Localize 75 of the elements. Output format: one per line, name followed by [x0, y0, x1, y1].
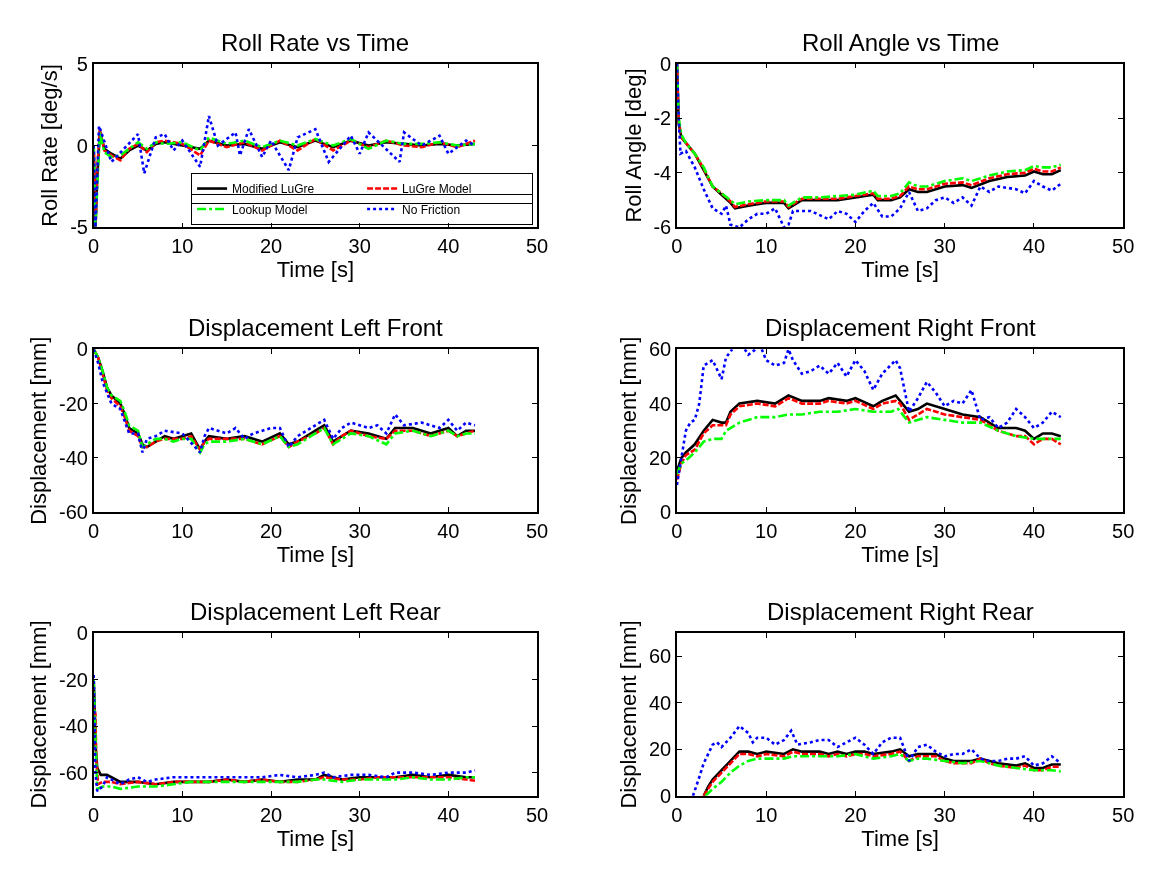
x-tick-label: 30 [933, 235, 956, 258]
y-axis-title: Displacement [mm] [616, 620, 642, 809]
y-axis-title: Roll Angle [deg] [620, 68, 646, 223]
x-tick-label: 30 [933, 519, 956, 542]
chart-title: Displacement Right Front [765, 314, 1037, 341]
x-tick-label: 30 [348, 235, 371, 258]
x-tick-label: 20 [259, 235, 283, 258]
y-tick-label: 20 [648, 738, 672, 761]
x-tick-label: 20 [844, 803, 867, 826]
y-tick-label: -5 [70, 216, 88, 239]
x-tick-label: 20 [259, 803, 283, 826]
y-tick-label: 60 [648, 338, 672, 361]
x-tick-label: 10 [171, 235, 194, 258]
y-tick-label: -2 [653, 107, 672, 130]
y-tick-label: 60 [648, 645, 672, 668]
x-tick-label: 40 [437, 235, 460, 258]
chart-title: Displacement Left Front [188, 314, 444, 341]
x-tick-label: 40 [1022, 519, 1046, 542]
x-tick-label: 20 [844, 519, 867, 542]
y-tick-label: -40 [59, 715, 88, 738]
x-tick-label: 10 [755, 519, 778, 542]
y-tick-label: -6 [653, 216, 672, 239]
y-tick-label: -20 [59, 392, 88, 415]
chart-title: Displacement Right Rear [767, 598, 1034, 625]
x-tick-label: 20 [259, 519, 283, 542]
x-axis-title: Time [s] [861, 257, 939, 283]
y-axis-title: Displacement [mm] [616, 336, 642, 525]
x-tick-label: 30 [348, 803, 371, 826]
y-tick-label: -20 [59, 668, 88, 691]
y-tick-label: 0 [76, 338, 88, 361]
y-tick-label: 0 [660, 784, 672, 807]
x-tick-label: 40 [1022, 235, 1046, 258]
x-tick-label: 50 [1112, 803, 1135, 826]
x-tick-label: 20 [844, 235, 867, 258]
legend-label: Modified LuGre [232, 182, 315, 197]
y-axis-title: Displacement [mm] [26, 620, 52, 809]
y-tick-label: 40 [648, 392, 672, 415]
legend-label: Lookup Model [232, 202, 308, 217]
x-tick-label: 10 [755, 235, 778, 258]
x-tick-label: 50 [1112, 235, 1135, 258]
y-axis-title: Displacement [mm] [26, 336, 52, 525]
chart-title: Roll Angle vs Time [802, 29, 1000, 56]
x-tick-label: 10 [171, 519, 194, 542]
x-tick-label: 50 [525, 235, 549, 258]
x-axis-title: Time [s] [861, 825, 939, 851]
x-tick-label: 30 [933, 803, 956, 826]
y-tick-label: -60 [59, 501, 88, 524]
y-tick-label: 0 [660, 52, 672, 75]
x-axis-title: Time [s] [861, 541, 939, 567]
y-tick-label: 40 [648, 691, 672, 714]
legend-label: No Friction [402, 202, 461, 217]
x-axis-title: Time [s] [276, 257, 355, 283]
y-tick-label: -60 [59, 761, 88, 784]
chart-title: Displacement Left Rear [190, 598, 441, 625]
x-axis-title: Time [s] [276, 541, 355, 567]
y-tick-label: -4 [653, 161, 672, 184]
x-tick-label: 10 [171, 803, 194, 826]
y-tick-label: 5 [76, 52, 88, 75]
legend-label: LuGre Model [402, 182, 472, 197]
x-tick-label: 40 [1022, 803, 1046, 826]
x-axis-title: Time [s] [276, 825, 355, 851]
x-tick-label: 50 [1112, 519, 1135, 542]
y-tick-label: -40 [59, 446, 88, 469]
y-tick-label: 0 [76, 134, 88, 157]
y-axis-title: Roll Rate [deg/s] [37, 64, 63, 227]
y-tick-label: 0 [660, 501, 672, 524]
x-tick-label: 10 [755, 803, 778, 826]
x-tick-label: 40 [437, 803, 460, 826]
chart-title: Roll Rate vs Time [221, 29, 410, 56]
y-tick-label: 0 [76, 622, 88, 645]
x-tick-label: 40 [437, 519, 460, 542]
x-tick-label: 50 [525, 803, 549, 826]
y-tick-label: 20 [648, 446, 672, 469]
x-tick-label: 30 [348, 519, 371, 542]
x-tick-label: 50 [525, 519, 549, 542]
